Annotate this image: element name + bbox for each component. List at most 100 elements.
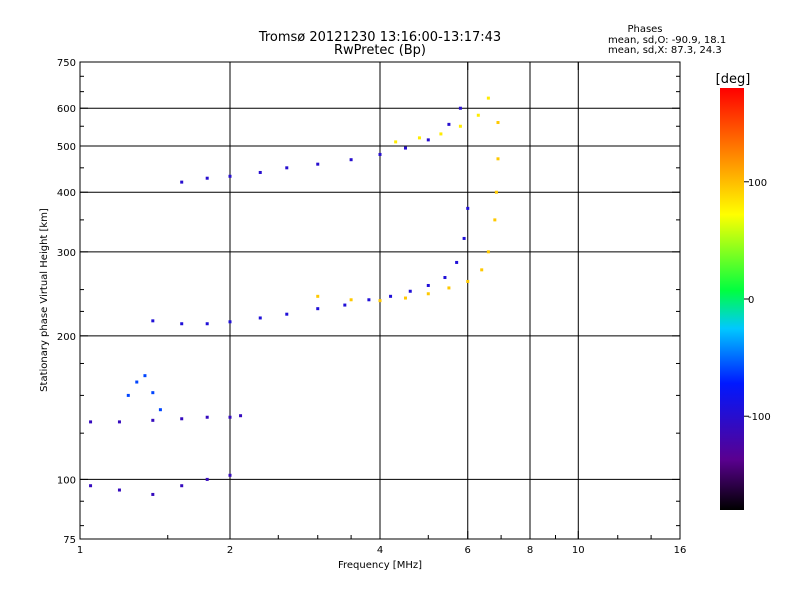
echo-point (258, 316, 262, 320)
echo-point (458, 124, 462, 128)
x-axis: 1 2 4 6 8 10 16 (77, 62, 687, 556)
echo-point (493, 218, 497, 222)
echo-point (285, 166, 289, 170)
echo-point (426, 292, 430, 296)
echo-point (349, 298, 353, 302)
data-points (89, 96, 500, 496)
echo-point (205, 477, 209, 481)
echo-point (367, 298, 371, 302)
x-tick-label: 10 (572, 545, 585, 556)
x-tick-label: 6 (465, 545, 471, 556)
trace-f2-multiple-o (180, 106, 462, 184)
trace-f2-multiple-x (394, 96, 490, 144)
echo-point (426, 283, 430, 287)
echo-point (180, 484, 184, 488)
echo-point (228, 415, 232, 419)
echo-point (408, 289, 412, 293)
chart-subtitle: RwPretec (Bp) (334, 43, 426, 58)
trace-d-region (89, 473, 232, 496)
echo-point (117, 488, 121, 492)
echo-point (494, 190, 498, 194)
echo-point (285, 312, 289, 316)
echo-point (180, 417, 184, 421)
echo-point (455, 260, 459, 264)
y-axis: 75 100 200 300 400 500 600 750 (57, 58, 680, 546)
echo-point (205, 322, 209, 326)
grid (80, 62, 680, 539)
trace-f2-o-mode (151, 206, 470, 326)
echo-point (228, 174, 232, 178)
echo-point (258, 170, 262, 174)
x-tick-label: 2 (227, 545, 233, 556)
colorbar (720, 88, 744, 510)
echo-point (476, 113, 480, 117)
echo-point (228, 320, 232, 324)
chart-title: Tromsø 20121230 13:16:00-13:17:43 (258, 30, 501, 45)
echo-point (486, 250, 490, 254)
y-tick-label: 500 (57, 142, 76, 153)
echo-point (228, 473, 232, 477)
stats-x-mode: mean, sd,X: 87.3, 24.3 (608, 45, 722, 56)
echo-point (349, 158, 353, 162)
echo-point (180, 180, 184, 184)
echo-point (458, 106, 462, 110)
echo-point (447, 286, 451, 290)
echo-point (443, 276, 447, 280)
x-tick-label: 16 (674, 545, 687, 556)
echo-point (151, 492, 155, 496)
echo-point (466, 206, 470, 210)
echo-point (426, 138, 430, 142)
x-tick-label: 8 (527, 545, 533, 556)
echo-point (180, 322, 184, 326)
echo-point (486, 96, 490, 100)
echo-point (378, 299, 382, 303)
stats-o-mode: mean, sd,O: -90.9, 18.1 (608, 35, 726, 46)
x-axis-label: Frequency [MHz] (338, 560, 422, 571)
phases-header: Phases (627, 24, 662, 35)
echo-point (496, 157, 500, 161)
echo-point (151, 391, 155, 395)
echo-point (316, 307, 320, 311)
colorbar-tick-label: 100 (748, 178, 767, 189)
echo-point (417, 136, 421, 140)
echo-point (403, 146, 407, 150)
trace-e-layer (89, 414, 243, 424)
echo-point (389, 294, 393, 298)
echo-point (394, 140, 398, 144)
echo-point (447, 122, 451, 126)
echo-point (343, 303, 347, 307)
x-tick-label: 4 (377, 545, 383, 556)
echo-point (378, 152, 382, 156)
echo-point (439, 132, 443, 136)
y-tick-label: 750 (57, 58, 76, 69)
y-tick-label: 600 (57, 104, 76, 115)
y-tick-label: 400 (57, 188, 76, 199)
echo-point (89, 484, 93, 488)
y-tick-label: 75 (63, 535, 76, 546)
echo-point (496, 121, 500, 125)
y-tick-label: 300 (57, 248, 76, 259)
echo-point (143, 374, 147, 378)
echo-point (462, 236, 466, 240)
echo-point (205, 415, 209, 419)
colorbar-ticks: 100 0 -100 (744, 178, 771, 423)
trace-f2-x-mode (316, 121, 500, 303)
echo-point (126, 393, 130, 397)
y-tick-label: 100 (57, 475, 76, 486)
y-axis-label: Stationary phase Virtual Height [km] (39, 208, 50, 392)
echo-point (151, 418, 155, 422)
colorbar-tick-label: 0 (748, 295, 754, 306)
colorbar-label: [deg] (716, 72, 751, 87)
echo-point (239, 414, 243, 418)
echo-point (480, 268, 484, 272)
trace-e-sporadic (126, 374, 162, 412)
echo-point (151, 319, 155, 323)
echo-point (135, 380, 139, 384)
colorbar-tick-label: -100 (748, 412, 771, 423)
echo-point (89, 420, 93, 424)
echo-point (316, 162, 320, 166)
echo-point (403, 296, 407, 300)
echo-point (316, 294, 320, 298)
x-tick-label: 1 (77, 545, 83, 556)
